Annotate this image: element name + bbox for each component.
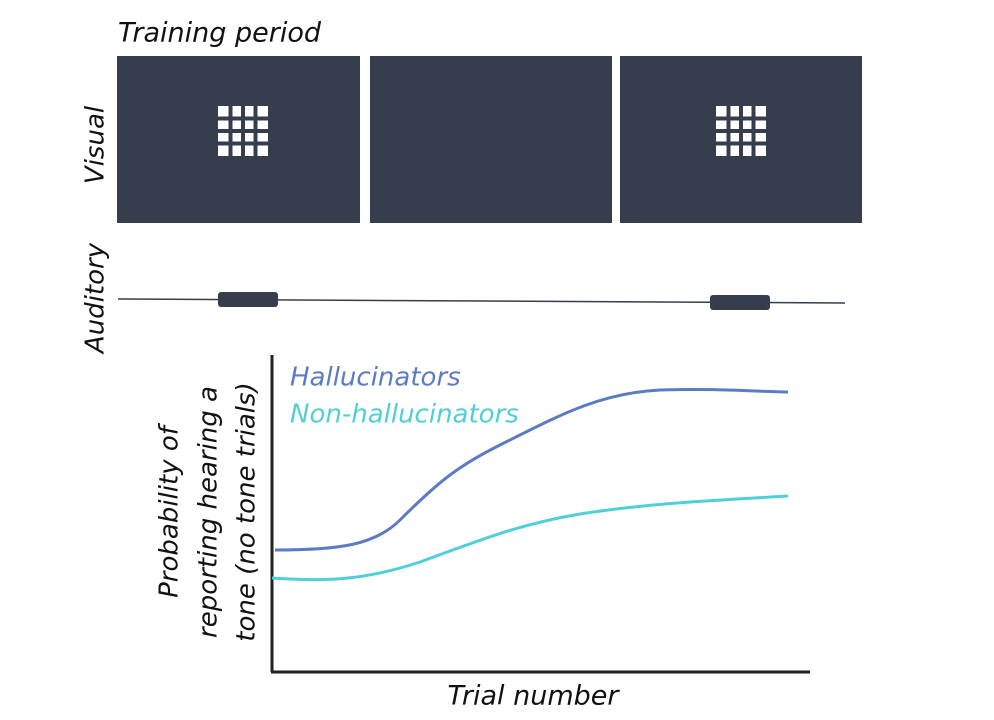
legend-entry: Non-hallucinators [290, 400, 519, 430]
stimulus-gaps [218, 106, 268, 156]
hallucinators-curve [274, 387, 789, 552]
y-axis-label: reporting hearing a [194, 386, 224, 638]
tone [218, 292, 278, 307]
x-axis-label: Trial number [447, 681, 620, 712]
grid-stimulus [218, 106, 268, 156]
row-label: Visual [81, 105, 111, 184]
tone [710, 295, 770, 310]
non-hallucinators-curve [271, 494, 789, 582]
row-label: Auditory [81, 242, 111, 355]
title: Training period [118, 18, 322, 49]
y-axis-label: tone (no tone trials) [232, 382, 262, 641]
stimulus-gaps [716, 106, 766, 156]
visual-panel [370, 56, 612, 223]
legend-entry: Hallucinators [290, 363, 461, 393]
y-axis-label: Probability of [155, 422, 185, 598]
grid-stimulus [716, 106, 766, 156]
